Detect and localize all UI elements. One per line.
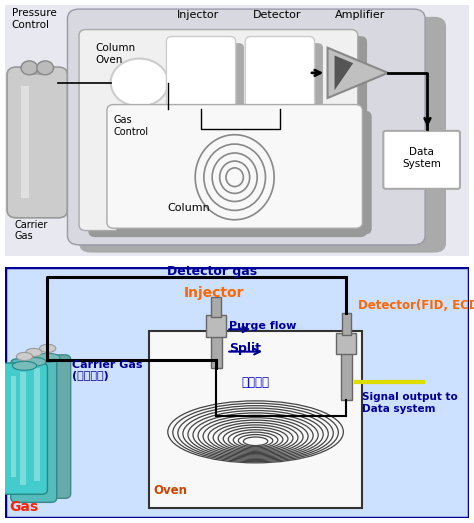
Text: Gas: Gas (9, 499, 38, 514)
Text: 분석콼럼: 분석콼럼 (242, 376, 270, 389)
Bar (211, 297, 221, 317)
Text: Detector: Detector (253, 10, 302, 20)
Ellipse shape (12, 361, 36, 370)
FancyBboxPatch shape (166, 37, 236, 113)
Text: Data
System: Data System (402, 147, 441, 169)
Text: Column: Column (167, 203, 210, 213)
Polygon shape (328, 48, 388, 98)
Ellipse shape (39, 344, 56, 353)
Circle shape (21, 61, 38, 75)
Text: Column
Oven: Column Oven (95, 43, 136, 65)
Text: Oven: Oven (154, 484, 187, 497)
Text: Carrier
Gas: Carrier Gas (14, 220, 47, 241)
Bar (34, 368, 39, 481)
Bar (20, 372, 26, 485)
Ellipse shape (16, 353, 33, 360)
FancyBboxPatch shape (116, 111, 372, 234)
Circle shape (37, 61, 54, 75)
Text: Detector(FID, ECD....): Detector(FID, ECD....) (358, 299, 474, 312)
FancyBboxPatch shape (67, 9, 425, 245)
FancyBboxPatch shape (11, 359, 57, 503)
Text: Injector: Injector (177, 10, 219, 20)
FancyBboxPatch shape (25, 355, 71, 498)
FancyBboxPatch shape (79, 30, 358, 231)
Bar (30, 67, 44, 75)
FancyBboxPatch shape (88, 36, 367, 237)
Ellipse shape (36, 353, 60, 362)
Text: Injector: Injector (183, 286, 244, 300)
Bar (341, 313, 351, 335)
Bar (210, 332, 222, 368)
FancyBboxPatch shape (1, 363, 47, 494)
FancyBboxPatch shape (175, 43, 244, 120)
Text: Gas
Control: Gas Control (114, 116, 149, 137)
Bar (21, 86, 29, 199)
Ellipse shape (26, 348, 42, 357)
Bar (149, 332, 363, 508)
Circle shape (110, 59, 168, 107)
Bar (11, 376, 16, 477)
Text: Amplifier: Amplifier (335, 10, 385, 20)
Bar (341, 348, 352, 400)
Ellipse shape (22, 357, 46, 366)
FancyBboxPatch shape (254, 43, 323, 120)
FancyBboxPatch shape (1, 2, 473, 259)
Text: Pressure
Control: Pressure Control (12, 8, 56, 30)
Text: Signal output to
Data system: Signal output to Data system (363, 392, 458, 414)
Bar (336, 333, 356, 354)
Polygon shape (335, 55, 353, 90)
FancyBboxPatch shape (107, 105, 363, 228)
Bar (206, 315, 226, 337)
Text: Detector gas: Detector gas (167, 265, 257, 278)
FancyBboxPatch shape (246, 37, 315, 113)
Text: Carrier Gas
(운반가스): Carrier Gas (운반가스) (72, 360, 143, 381)
FancyBboxPatch shape (79, 17, 446, 253)
FancyBboxPatch shape (7, 67, 67, 218)
Text: Purge flow: Purge flow (229, 322, 296, 332)
Text: Split: Split (229, 342, 261, 355)
FancyBboxPatch shape (383, 131, 460, 189)
